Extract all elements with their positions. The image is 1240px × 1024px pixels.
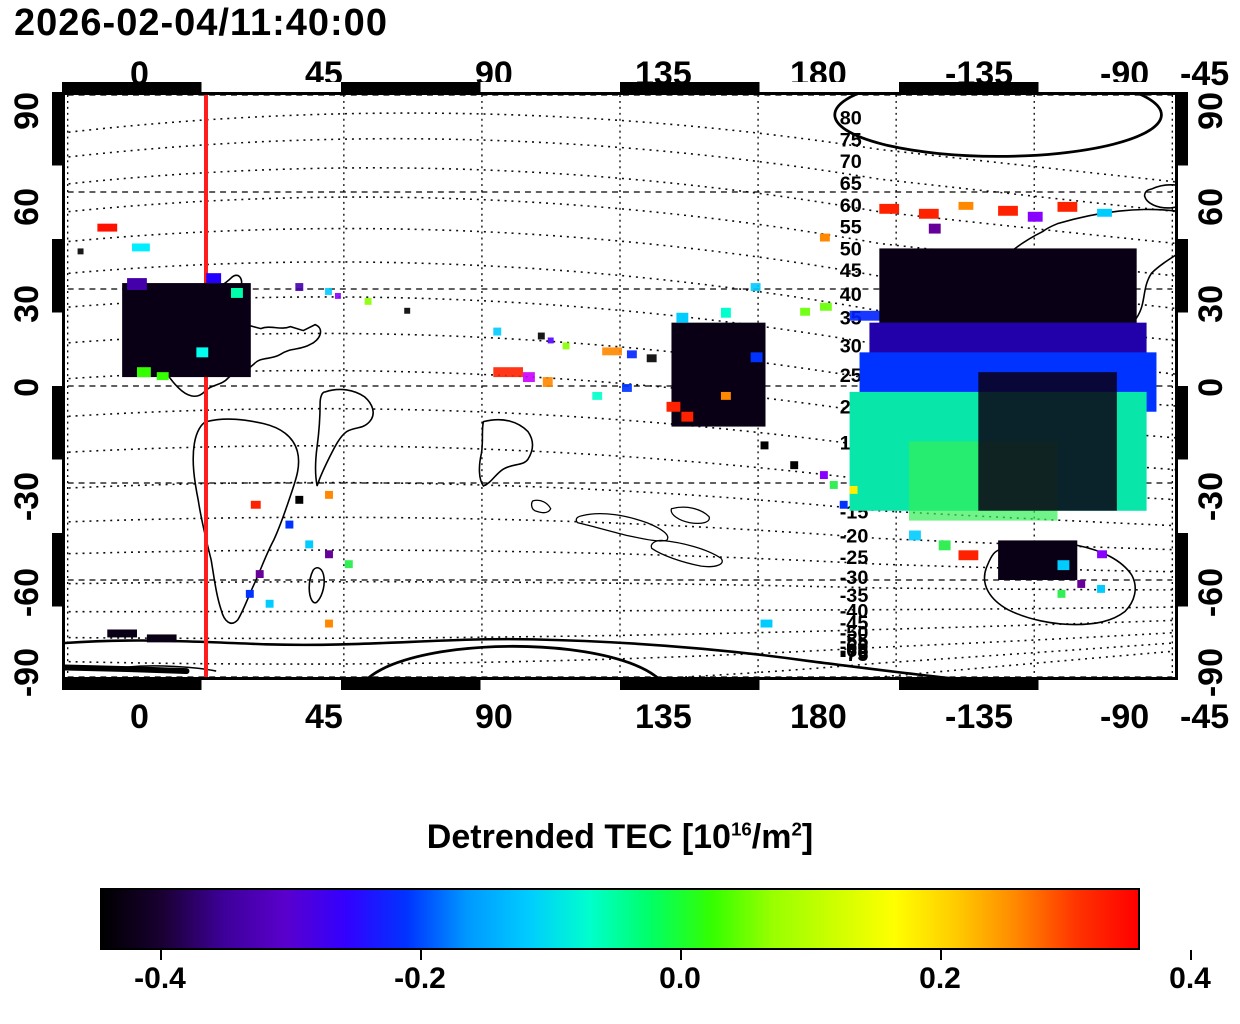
colorbar-label-0: -0.4 [134, 962, 186, 996]
colorbar-ticks-container [100, 950, 1140, 960]
colorbar-label-1: -0.2 [394, 962, 446, 996]
colorbar-tick-3 [940, 950, 942, 960]
lon-tick-bottom-3: 135 [635, 698, 692, 737]
tick-border-left [52, 92, 62, 680]
world-map-plot: 80 75 70 65 60 55 50 45 40 35 30 25 20 1… [62, 92, 1178, 680]
lat-tick-left-1: 60 [8, 188, 47, 226]
colorbar-tick-0 [160, 950, 162, 960]
tick-border-bottom [62, 680, 1178, 690]
colorbar-label-4: 0.4 [1169, 962, 1211, 996]
lon-tick-bottom-5: -135 [945, 698, 1013, 737]
lon-tick-bottom-0: 0 [130, 698, 149, 737]
colorbar-title: Detrended TEC [1016/m2] [427, 818, 813, 857]
colorbar-label-2: 0.0 [659, 962, 701, 996]
lat-tick-right-0: 90 [1192, 92, 1231, 130]
lat-tick-left-0: 90 [8, 92, 47, 130]
lon-tick-bottom-2: 90 [475, 698, 513, 737]
lon-tick-bottom-7: -45 [1180, 698, 1229, 737]
lat-tick-right-2: 30 [1192, 285, 1231, 323]
lon-tick-bottom-6: -90 [1100, 698, 1149, 737]
tec-scatter-data [65, 95, 1175, 677]
lat-tick-right-5: -60 [1192, 568, 1231, 617]
tec-map-root: 2026-02-04/11:40:00 0 45 90 135 180 -135… [0, 0, 1240, 1024]
tec-colorbar [100, 888, 1140, 950]
colorbar-tick-4 [1190, 950, 1192, 960]
colorbar-tick-1 [420, 950, 422, 960]
tick-border-top [62, 82, 1178, 92]
lat-tick-right-3: 0 [1192, 378, 1231, 397]
lat-tick-left-4: -30 [8, 472, 47, 521]
lat-tick-left-2: 30 [8, 285, 47, 323]
lon-tick-top-7: -45 [1180, 55, 1229, 94]
lat-tick-right-4: -30 [1192, 472, 1231, 521]
lat-tick-left-3: 0 [8, 378, 47, 397]
lat-tick-right-6: -90 [1192, 648, 1231, 697]
plot-title: 2026-02-04/11:40:00 [14, 2, 388, 45]
colorbar-gradient-container [100, 888, 1140, 950]
lon-tick-bottom-1: 45 [305, 698, 343, 737]
tick-border-right [1178, 92, 1188, 680]
colorbar-label-3: 0.2 [919, 962, 961, 996]
lat-tick-right-1: 60 [1192, 188, 1231, 226]
colorbar-tick-2 [680, 950, 682, 960]
lon-tick-bottom-4: 180 [790, 698, 847, 737]
lat-tick-left-6: -90 [8, 648, 47, 697]
lat-tick-left-5: -60 [8, 568, 47, 617]
